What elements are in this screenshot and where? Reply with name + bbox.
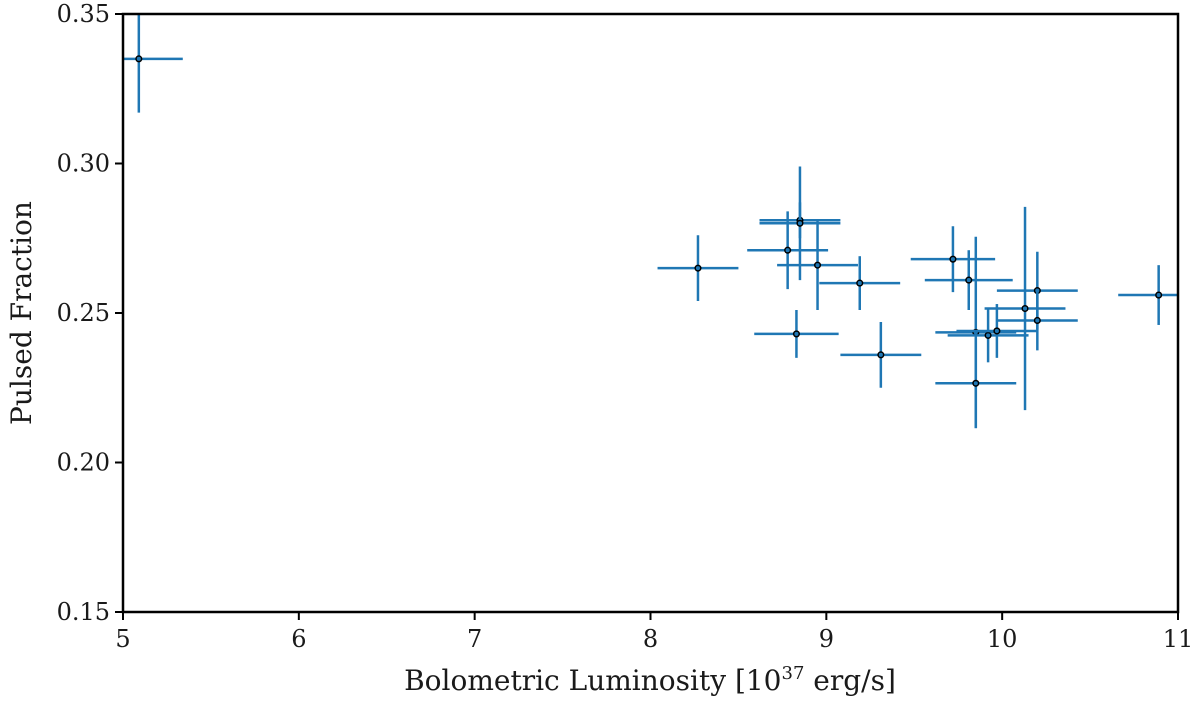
data-marker [949, 255, 957, 263]
data-marker [877, 351, 885, 359]
x-tick-label: 5 [115, 625, 130, 653]
y-tick-label: 0.25 [57, 299, 110, 327]
data-marker [135, 55, 143, 63]
x-axis-ticks: 5 6 7 8 9 10 11 [115, 612, 1193, 653]
data-point [910, 226, 996, 293]
data-marker [965, 276, 973, 284]
data-point [754, 310, 839, 358]
data-marker [813, 261, 822, 269]
x-axis-label-tail: erg/s] [804, 664, 896, 697]
x-axis-label-exponent: 37 [782, 663, 805, 684]
x-tick-label: 6 [291, 625, 306, 653]
x-tick-label: 7 [467, 625, 482, 653]
y-tick-label: 0.35 [57, 0, 110, 28]
y-axis-label: Pulsed Fraction [5, 201, 38, 425]
data-point [1118, 265, 1178, 325]
data-point [984, 206, 1066, 411]
data-marks [123, 14, 1178, 429]
data-point [996, 290, 1078, 351]
x-tick-label: 8 [643, 625, 658, 653]
data-point [759, 166, 841, 281]
data-point [777, 220, 858, 311]
data-marker [1021, 304, 1029, 313]
x-axis-label: Bolometric Luminosity [1037 erg/s] [404, 663, 896, 697]
y-tick-label: 0.20 [57, 449, 110, 477]
y-tick-label: 0.30 [57, 150, 110, 178]
data-point [840, 321, 922, 388]
data-point [657, 235, 739, 302]
y-tick-label: 0.15 [57, 598, 110, 626]
data-marker [1155, 291, 1163, 299]
x-tick-label: 11 [1163, 625, 1194, 653]
data-marker [796, 219, 804, 227]
data-marker [972, 379, 980, 387]
data-marker [792, 330, 800, 338]
x-axis-label-main: Bolometric Luminosity [10 [404, 664, 781, 697]
x-tick-label: 10 [987, 625, 1018, 653]
plot-frame [121, 12, 1180, 614]
data-point [123, 14, 183, 113]
y-axis-ticks: 0.15 0.20 0.25 0.30 0.35 [57, 0, 123, 626]
data-marker [984, 331, 992, 339]
x-tick-label: 9 [819, 625, 834, 653]
data-marker [784, 246, 792, 254]
data-marker [1033, 316, 1041, 325]
data-point [935, 338, 1017, 429]
data-marker [856, 279, 864, 287]
data-marker [993, 327, 1001, 335]
data-point [947, 308, 1029, 363]
data-point [924, 250, 1013, 311]
data-marker [694, 264, 702, 272]
data-point [819, 256, 901, 311]
